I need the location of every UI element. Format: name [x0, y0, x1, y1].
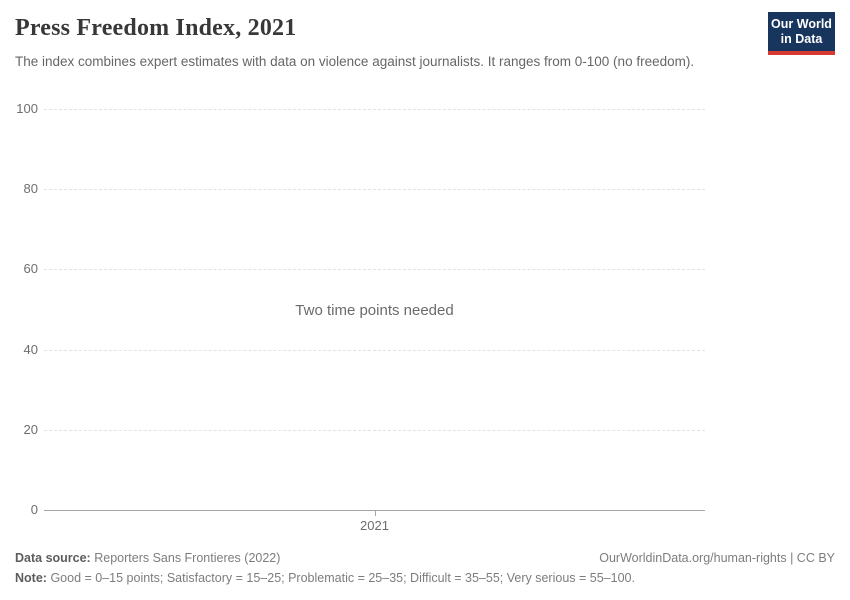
- y-tick-label: 40: [23, 341, 38, 357]
- y-tick-label: 0: [30, 502, 38, 517]
- y-grid-line: [44, 429, 705, 431]
- chart-title: Press Freedom Index, 2021: [15, 15, 297, 41]
- y-grid-line: [44, 189, 705, 191]
- y-grid-line: [44, 269, 705, 271]
- data-source-label: Data source:: [15, 551, 91, 565]
- footer-row-source: Data source: Reporters Sans Frontieres (…: [15, 548, 835, 568]
- y-grid-line: [44, 109, 705, 110]
- owid-logo-line2: in Data: [780, 31, 823, 46]
- y-tick-label: 100: [16, 101, 38, 116]
- x-tick-label: 2021: [360, 518, 389, 533]
- data-source-value: Reporters Sans Frontieres (2022): [94, 551, 281, 565]
- y-tick-label: 20: [23, 421, 38, 437]
- note-value: Good = 0–15 points; Satisfactory = 15–25…: [50, 571, 635, 585]
- y-tick-label: 60: [23, 261, 38, 277]
- footer-row-note: Note: Good = 0–15 points; Satisfactory =…: [15, 568, 835, 588]
- y-grid-line: [44, 349, 705, 351]
- owid-logo[interactable]: Our World in Data: [768, 12, 835, 55]
- owid-logo-line1: Our World: [771, 16, 832, 31]
- data-source-line: Data source: Reporters Sans Frontieres (…: [15, 548, 280, 568]
- note-label: Note:: [15, 571, 47, 585]
- chart-footer: Data source: Reporters Sans Frontieres (…: [15, 548, 835, 588]
- chart-subtitle: The index combines expert estimates with…: [15, 54, 695, 69]
- y-tick-label: 80: [23, 181, 38, 197]
- plot-empty-message: Two time points needed: [295, 302, 454, 319]
- x-tick-mark: [374, 511, 376, 516]
- x-axis-line: [44, 510, 705, 511]
- owid-url-link[interactable]: OurWorldinData.org/human-rights | CC BY: [599, 551, 835, 565]
